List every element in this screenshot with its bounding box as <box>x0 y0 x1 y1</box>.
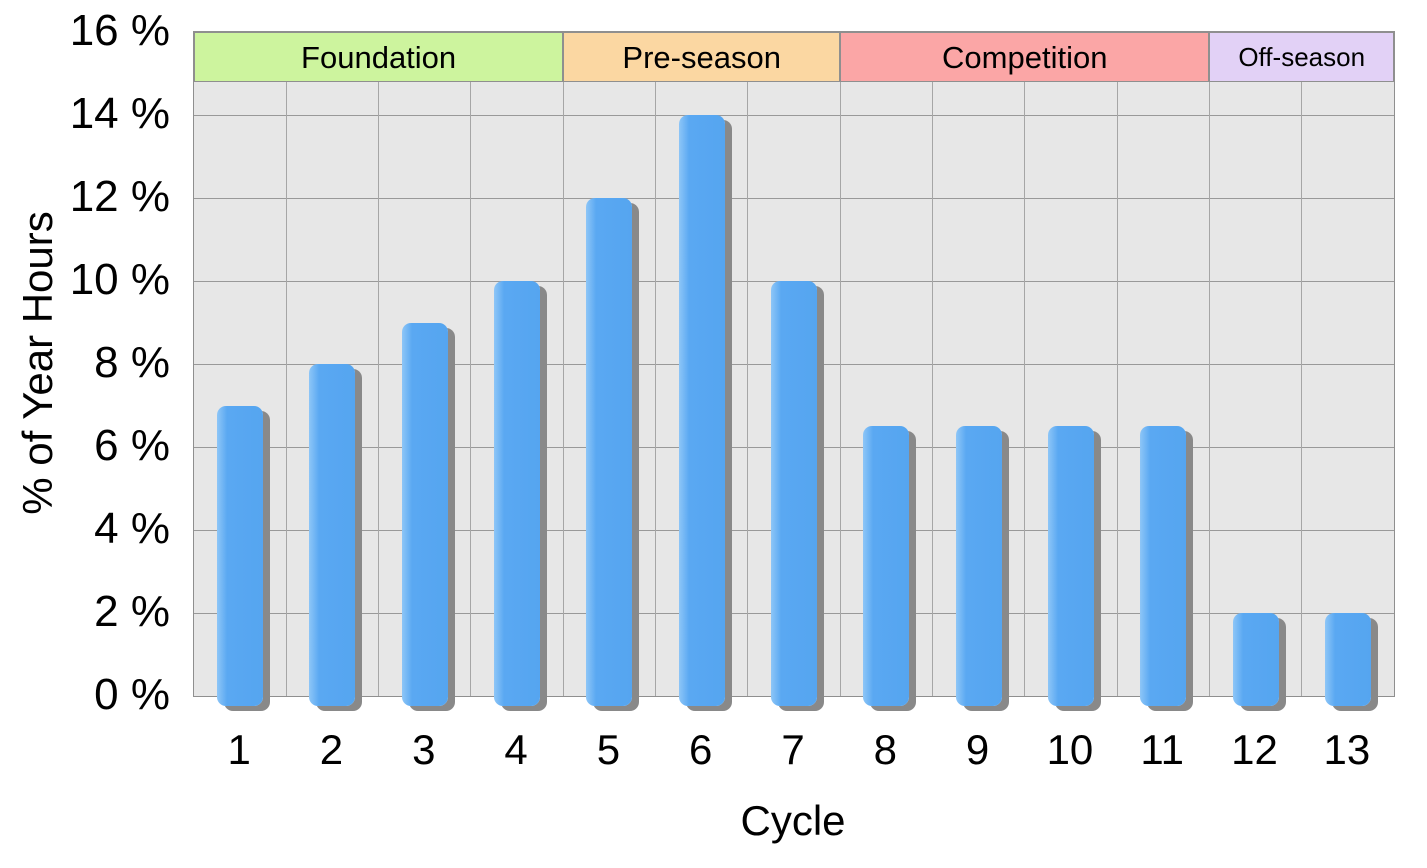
bar-cycle-5 <box>586 198 633 706</box>
x-tick-label: 4 <box>504 726 528 773</box>
y-tick-label: 2 % <box>94 587 170 636</box>
h-gridline <box>194 114 1394 116</box>
bar-cycle-12 <box>1232 613 1279 706</box>
y-tick-label: 0 % <box>94 670 170 719</box>
phase-band-off-season: Off-season <box>1209 32 1394 82</box>
x-axis-title: Cycle <box>740 797 846 844</box>
bar-cycle-2 <box>309 364 356 706</box>
x-tick-label: 6 <box>689 726 713 773</box>
v-gridline <box>1301 82 1303 696</box>
x-tick-label: 5 <box>596 726 621 773</box>
phase-band-label: Off-season <box>1238 42 1366 72</box>
x-tick-label: 13 <box>1323 726 1371 773</box>
phase-band-foundation: Foundation <box>194 32 564 82</box>
bar-cycle-6 <box>678 115 725 706</box>
v-gridline <box>655 82 657 696</box>
bar-cycle-10 <box>1047 426 1094 706</box>
y-tick-label: 8 % <box>94 338 170 387</box>
h-gridline <box>194 197 1394 199</box>
bar-cycle-3 <box>401 322 448 706</box>
phase-band-label: Pre-season <box>622 39 781 75</box>
v-gridline <box>1116 82 1118 696</box>
v-gridline <box>378 82 380 696</box>
v-gridline <box>747 82 749 696</box>
bar-cycle-13 <box>1324 613 1371 706</box>
x-tick-label: 2 <box>319 726 344 773</box>
phase-band-pre-season: Pre-season <box>563 32 841 82</box>
x-tick-label: 1 <box>227 726 251 773</box>
phase-band-label: Competition <box>942 39 1108 75</box>
x-tick-label: 11 <box>1140 726 1185 773</box>
x-tick-label: 12 <box>1231 726 1278 773</box>
x-tick-label: 9 <box>965 726 990 773</box>
v-gridline <box>839 82 841 696</box>
v-gridline <box>470 82 472 696</box>
y-tick-label: 16 % <box>69 6 170 55</box>
phase-band-label: Foundation <box>301 39 457 75</box>
phase-band-competition: Competition <box>840 32 1210 82</box>
bar-cycle-9 <box>955 426 1002 706</box>
plot-area: Foundation Pre-season Competition Off-seaso… <box>193 31 1395 706</box>
bar-cycle-1 <box>217 405 264 706</box>
bar-cycle-8 <box>863 426 910 706</box>
v-gridline <box>285 82 287 696</box>
x-tick-label: 8 <box>873 726 897 773</box>
v-gridline <box>1208 82 1210 696</box>
y-tick-label: 12 % <box>69 172 170 221</box>
x-tick-label: 7 <box>781 726 805 773</box>
y-tick-label: 4 % <box>94 504 170 553</box>
y-tick-label: 6 % <box>94 421 170 470</box>
y-tick-label: 14 % <box>69 89 170 138</box>
x-tick-label: 3 <box>412 726 436 773</box>
bar-cycle-11 <box>1140 426 1187 706</box>
bar-cycle-7 <box>771 281 817 706</box>
bar-cycle-4 <box>494 281 541 706</box>
x-tick-label: 10 <box>1046 726 1094 773</box>
y-tick-label: 10 % <box>69 255 170 304</box>
v-gridline <box>1024 82 1026 696</box>
v-gridline <box>562 82 564 696</box>
v-gridline <box>931 82 933 696</box>
